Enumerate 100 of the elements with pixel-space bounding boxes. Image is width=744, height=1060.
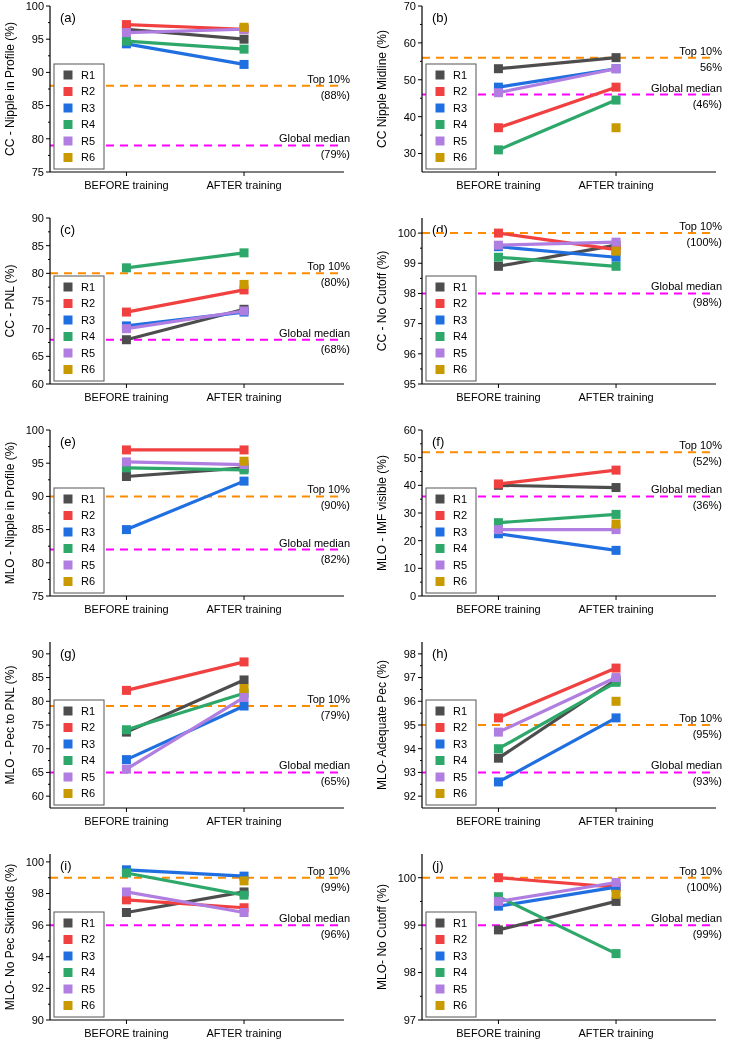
legend-label: R2 <box>81 297 96 310</box>
legend-label: R3 <box>81 737 96 750</box>
y-tick-label: 90 <box>31 490 44 503</box>
legend-label: R4 <box>81 542 96 555</box>
legend-label: R3 <box>453 525 468 538</box>
y-tick-label: 92 <box>31 982 44 995</box>
y-tick-label: 90 <box>31 66 44 79</box>
y-tick-label: 95 <box>31 33 44 46</box>
legend-label: R5 <box>453 558 468 571</box>
ref-line-label: Top 10% (100%) <box>679 864 723 893</box>
legend-label: R4 <box>453 966 468 979</box>
ref-line-label: Top 10% (52%) <box>679 439 723 468</box>
y-tick-label: 75 <box>31 589 44 602</box>
x-tick-label: AFTER training <box>206 179 282 191</box>
y-tick-label: 85 <box>31 671 44 684</box>
y-tick-label: 100 <box>25 423 44 436</box>
legend-label: R1 <box>81 492 96 505</box>
y-tick-label: 100 <box>25 855 44 868</box>
y-axis-title: MLO- No Cutoff (%) <box>375 884 389 990</box>
legend-label: R3 <box>81 525 96 538</box>
ref-line-label: Global median (96%) <box>279 912 350 941</box>
legend-label: R3 <box>81 949 96 962</box>
chart-title: (c) <box>60 222 76 237</box>
y-axis-title: MLO - Nipple in Profile (%) <box>3 441 17 585</box>
y-tick-label: 97 <box>403 1013 416 1026</box>
legend-label: R1 <box>453 68 468 81</box>
ref-line-label: Top 10% (100%) <box>679 220 723 249</box>
y-tick-label: 40 <box>403 110 416 123</box>
ref-line-label: Top 10% (90%) <box>307 483 351 512</box>
legend-label: R3 <box>453 949 468 962</box>
y-tick-label: 95 <box>403 718 416 731</box>
chart-title: (f) <box>432 434 445 449</box>
y-tick-label: 94 <box>31 950 44 963</box>
y-tick-label: 98 <box>403 287 416 300</box>
legend-label: R1 <box>453 280 468 293</box>
ref-line-label: Global median (36%) <box>651 483 722 512</box>
legend-label: R5 <box>453 982 468 995</box>
y-axis-title: CC - PNL (%) <box>3 264 17 338</box>
y-tick-label: 90 <box>31 211 44 224</box>
legend-label: R4 <box>453 542 468 555</box>
chart-title: (h) <box>432 646 448 661</box>
ref-line-label: Global median (82%) <box>279 536 350 565</box>
x-tick-label: BEFORE training <box>456 179 541 191</box>
y-tick-label: 10 <box>403 562 416 575</box>
y-tick-label: 60 <box>403 36 416 49</box>
legend-label: R6 <box>81 575 96 588</box>
y-axis-title: MLO - IMF visible (%) <box>375 454 389 572</box>
y-axis-title: CC Nipple Midline (%) <box>375 29 389 149</box>
x-tick-label: AFTER training <box>578 1027 654 1039</box>
y-tick-label: 100 <box>397 871 416 884</box>
x-tick-label: BEFORE training <box>456 1027 541 1039</box>
x-tick-label: BEFORE training <box>456 391 541 403</box>
x-tick-label: BEFORE training <box>84 603 169 615</box>
legend-label: R3 <box>453 737 468 750</box>
chart-title: (j) <box>432 858 444 873</box>
ref-line-label: Top 10% (95%) <box>679 712 723 740</box>
ref-line-label: Global median (68%) <box>279 326 350 355</box>
legend-label: R2 <box>81 509 96 522</box>
legend-label: R5 <box>81 770 96 783</box>
legend-label: R6 <box>453 787 468 800</box>
chart-title: (a) <box>60 10 76 25</box>
legend-label: R5 <box>81 558 96 571</box>
legend-label: R2 <box>453 297 468 310</box>
ref-line-label: Top 10% (80%) <box>307 260 351 289</box>
y-tick-label: 95 <box>31 457 44 470</box>
y-tick-label: 30 <box>403 506 416 519</box>
legend-label: R2 <box>81 721 96 734</box>
legend-label: R5 <box>81 134 96 147</box>
legend-label: R4 <box>81 118 96 131</box>
legend-label: R3 <box>453 313 468 326</box>
y-tick-label: 94 <box>403 742 416 755</box>
x-tick-label: AFTER training <box>206 1027 282 1039</box>
legend-label: R5 <box>81 346 96 359</box>
legend-label: R4 <box>81 966 96 979</box>
x-tick-label: AFTER training <box>578 179 654 191</box>
legend-label: R6 <box>81 999 96 1012</box>
legend-label: R2 <box>453 933 468 946</box>
x-tick-label: AFTER training <box>578 815 654 827</box>
legend-label: R1 <box>81 68 96 81</box>
y-tick-label: 93 <box>403 766 416 779</box>
ref-line-label: Global median (98%) <box>651 280 722 309</box>
chart-title: (e) <box>60 434 76 449</box>
ref-line-label: Top 10% (79%) <box>307 693 351 722</box>
x-tick-label: AFTER training <box>578 603 654 615</box>
legend-label: R5 <box>453 134 468 147</box>
legend-label: R1 <box>81 916 96 929</box>
y-axis-title: CC - No Cutoff (%) <box>375 250 389 352</box>
y-tick-label: 100 <box>25 0 44 12</box>
ref-line-label: Global median (46%) <box>651 81 722 110</box>
y-tick-label: 80 <box>31 132 44 145</box>
y-tick-label: 60 <box>403 423 416 436</box>
y-tick-label: 70 <box>403 0 416 12</box>
x-tick-label: BEFORE training <box>84 391 169 403</box>
y-tick-label: 90 <box>31 1013 44 1026</box>
x-tick-label: AFTER training <box>578 391 654 403</box>
y-tick-label: 85 <box>31 239 44 252</box>
y-tick-label: 100 <box>397 226 416 239</box>
legend-label: R6 <box>81 787 96 800</box>
legend-label: R4 <box>453 754 468 767</box>
ref-line-label: Global median (65%) <box>279 759 350 788</box>
